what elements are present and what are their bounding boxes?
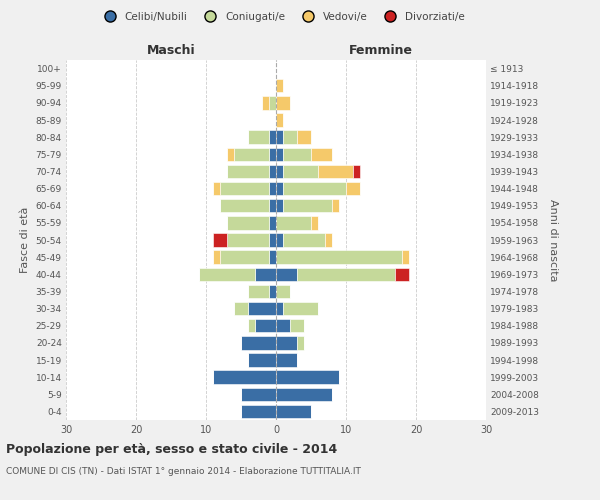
- Bar: [290, 319, 304, 332]
- Bar: [248, 354, 276, 366]
- Bar: [276, 319, 290, 332]
- Bar: [269, 250, 276, 264]
- Bar: [276, 268, 297, 281]
- Bar: [276, 96, 290, 110]
- Bar: [227, 216, 269, 230]
- Bar: [311, 148, 332, 161]
- Bar: [297, 336, 304, 349]
- Bar: [220, 182, 269, 196]
- Bar: [318, 164, 353, 178]
- Bar: [255, 268, 276, 281]
- Bar: [276, 404, 311, 418]
- Bar: [213, 370, 276, 384]
- Bar: [213, 182, 220, 196]
- Bar: [276, 234, 283, 246]
- Bar: [276, 182, 283, 196]
- Bar: [283, 234, 325, 246]
- Bar: [241, 404, 276, 418]
- Bar: [276, 164, 283, 178]
- Bar: [276, 388, 332, 401]
- Bar: [276, 79, 283, 92]
- Bar: [346, 182, 360, 196]
- Bar: [276, 216, 311, 230]
- Bar: [276, 199, 283, 212]
- Bar: [220, 199, 269, 212]
- Bar: [234, 302, 248, 316]
- Bar: [283, 199, 332, 212]
- Bar: [269, 284, 276, 298]
- Bar: [199, 268, 255, 281]
- Bar: [269, 216, 276, 230]
- Bar: [227, 148, 234, 161]
- Text: Femmine: Femmine: [349, 44, 413, 57]
- Bar: [276, 354, 297, 366]
- Bar: [297, 268, 395, 281]
- Bar: [402, 250, 409, 264]
- Bar: [276, 250, 402, 264]
- Bar: [248, 302, 276, 316]
- Bar: [283, 164, 318, 178]
- Bar: [269, 182, 276, 196]
- Bar: [262, 96, 269, 110]
- Text: COMUNE DI CIS (TN) - Dati ISTAT 1° gennaio 2014 - Elaborazione TUTTITALIA.IT: COMUNE DI CIS (TN) - Dati ISTAT 1° genna…: [6, 468, 361, 476]
- Bar: [248, 130, 269, 144]
- Bar: [269, 148, 276, 161]
- Legend: Celibi/Nubili, Coniugati/e, Vedovi/e, Divorziati/e: Celibi/Nubili, Coniugati/e, Vedovi/e, Di…: [95, 8, 469, 26]
- Bar: [395, 268, 409, 281]
- Bar: [269, 234, 276, 246]
- Text: Maschi: Maschi: [146, 44, 196, 57]
- Bar: [276, 370, 339, 384]
- Bar: [213, 250, 220, 264]
- Bar: [269, 164, 276, 178]
- Bar: [213, 234, 227, 246]
- Bar: [269, 130, 276, 144]
- Bar: [353, 164, 360, 178]
- Bar: [332, 199, 339, 212]
- Bar: [283, 302, 318, 316]
- Bar: [276, 114, 283, 126]
- Bar: [248, 284, 269, 298]
- Bar: [283, 130, 297, 144]
- Bar: [241, 388, 276, 401]
- Bar: [269, 96, 276, 110]
- Bar: [241, 336, 276, 349]
- Bar: [255, 319, 276, 332]
- Bar: [234, 148, 269, 161]
- Bar: [269, 199, 276, 212]
- Bar: [227, 164, 269, 178]
- Bar: [276, 148, 283, 161]
- Bar: [297, 130, 311, 144]
- Bar: [325, 234, 332, 246]
- Bar: [220, 250, 269, 264]
- Y-axis label: Fasce di età: Fasce di età: [20, 207, 30, 273]
- Bar: [311, 216, 318, 230]
- Text: Popolazione per età, sesso e stato civile - 2014: Popolazione per età, sesso e stato civil…: [6, 442, 337, 456]
- Bar: [276, 336, 297, 349]
- Bar: [283, 182, 346, 196]
- Bar: [276, 302, 283, 316]
- Bar: [276, 130, 283, 144]
- Y-axis label: Anni di nascita: Anni di nascita: [548, 198, 558, 281]
- Bar: [227, 234, 269, 246]
- Bar: [283, 148, 311, 161]
- Bar: [248, 319, 255, 332]
- Bar: [276, 284, 290, 298]
